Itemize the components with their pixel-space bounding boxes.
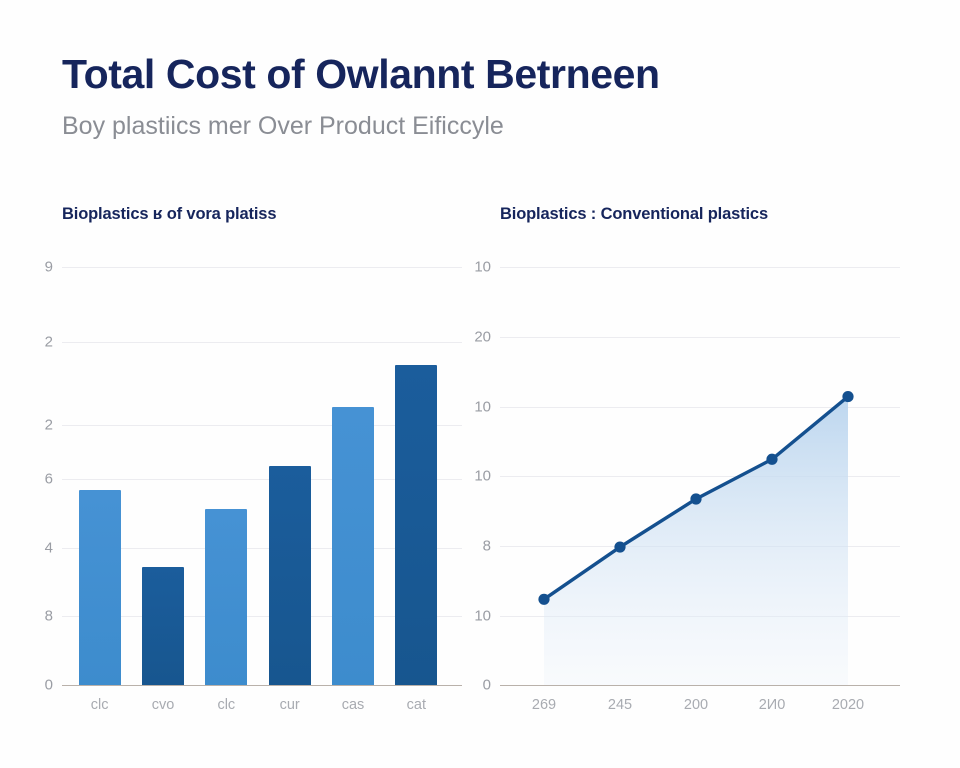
bar[interactable] [205,508,248,685]
line-chart-area-fill [544,396,848,685]
page-title: Total Cost of Owlannt Betrneen [62,51,660,97]
line-chart-gridline [500,336,900,338]
line-chart-y-tick-label: 10 [474,467,491,485]
bar-chart-y-tick-label: 6 [44,470,53,488]
bar-chart-gridline [62,547,462,549]
bar-chart-y-tick-label: 2 [44,416,53,434]
line-chart-plot: 10 20 10 10 8 10 0 269: 2.05 245: 3.3 200: 4.45 2И… [474,252,900,713]
bar-chart-gridline [62,342,462,344]
line-chart-title: Bioplastics : Conventional plastics [500,205,768,223]
bar-chart-panel: Bioplastics ʁ of vora platiss 9 2 2 6 4 8 0 clc… [45,205,462,713]
line-chart-x-tick-label: 200 [683,697,709,713]
line-chart-data-point[interactable]: 269: 2.05 [538,593,550,605]
line-chart-panel: Bioplastics : Conventional plastics 10 20… [474,205,900,713]
bar-chart-y-tick-label: 8 [44,607,53,625]
bar-chart-plot: 9 2 2 6 4 8 0 clc cvo clc cur cas cat [45,252,462,713]
line-chart-gridline [500,476,900,477]
bar-chart-y-tick-label: 2 [44,333,53,351]
bar-chart-x-tick-label: cur [279,697,300,713]
line-chart-axis-line [500,685,900,687]
line-chart-y-tick-label: 10 [474,607,491,625]
bar-chart-x-tick-label: clc [90,697,109,713]
bar[interactable] [78,489,121,685]
bar-chart-y-tick-label: 4 [44,539,53,557]
line-chart-data-point[interactable]: 200: 4.45 [690,493,702,505]
bar-chart-y-tick-label: 9 [44,258,53,276]
line-chart-y-tick-label: 10 [474,398,491,416]
line-chart-x-tick-label: 2И0 [758,697,786,713]
line-chart-y-tick-label: 10 [474,258,491,276]
line-chart-data-point[interactable]: 2020: 6.9 [842,390,854,403]
bar[interactable] [142,566,184,685]
bar-chart-y-tick-label: 0 [44,676,53,694]
bar-chart-axis-line [62,685,462,687]
bar-chart-x-tick-label: cas [341,697,365,713]
bar-chart-gridline [62,267,462,268]
line-chart-x-tick-label: 2020 [831,697,865,713]
bar-chart-x-tick-label: cvo [151,697,175,713]
bar-chart-x-tick-label: clc [217,697,236,713]
bar-chart-x-tick-label: cat [406,697,426,713]
bar[interactable] [395,364,438,685]
bar[interactable] [268,465,311,685]
line-chart-y-tick-label: 8 [482,537,491,555]
bar-chart-title: Bioplastics ʁ of vora platiss [62,205,277,223]
line-chart-x-tick-label: 269 [531,697,557,713]
bar-chart-gridline [62,424,462,426]
line-chart-x-tick-label: 245 [607,697,633,713]
page-header: Total Cost of Owlannt Betrneen Boy plast… [62,51,902,141]
line-chart-data-point[interactable]: 245: 3.3 [614,541,626,553]
line-chart-gridline [500,406,900,408]
bar[interactable] [332,407,374,685]
line-chart-y-tick-label: 20 [474,328,491,346]
page-subtitle: Boy plastiics mer Over Product Eificcyle [62,111,504,140]
bar-chart-gridline [62,616,462,618]
line-chart-data-point[interactable]: 2И0: 5.4 [766,453,778,465]
line-chart-y-tick-label: 0 [482,676,491,694]
line-chart-svg: 269: 2.05 245: 3.3 200: 4.45 2И0: 5.4 2020: … [538,390,854,685]
line-chart-gridline [500,267,900,268]
bar-chart-gridline [62,479,462,481]
